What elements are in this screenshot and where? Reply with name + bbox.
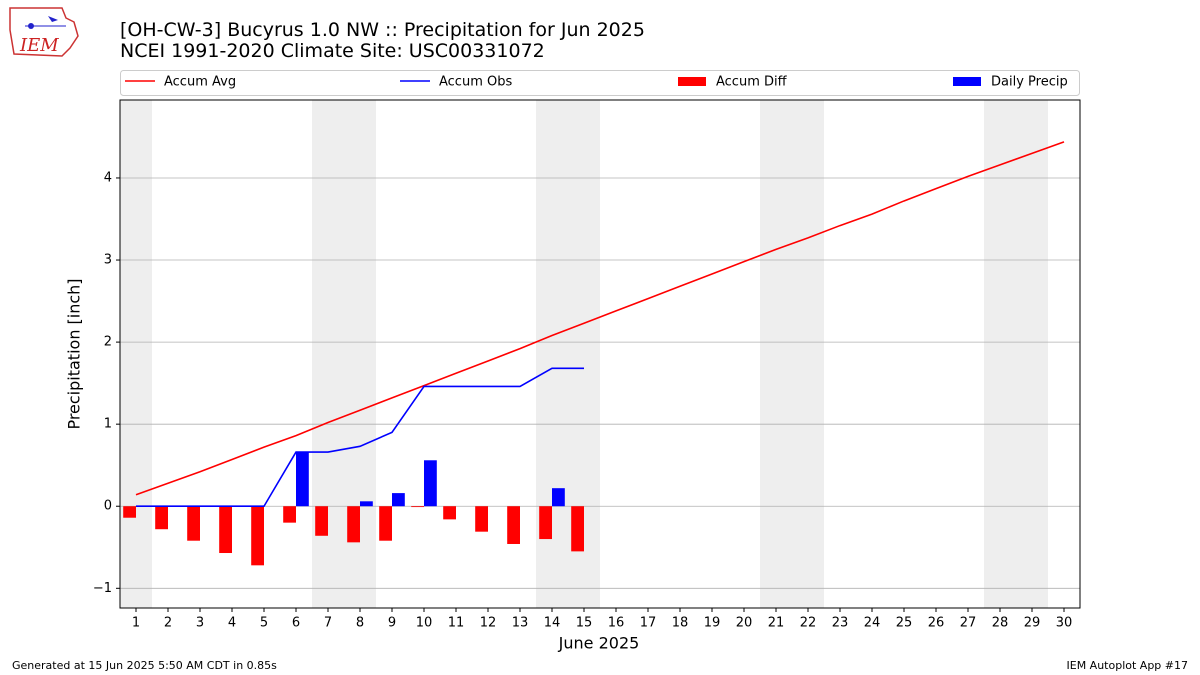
chart-subtitle: NCEI 1991-2020 Climate Site: USC00331072 <box>120 40 545 62</box>
legend-label: Daily Precip <box>991 75 1068 90</box>
x-tick-label: 25 <box>896 616 913 631</box>
bar <box>411 506 424 508</box>
bar <box>552 488 565 507</box>
y-tick-label: −1 <box>93 581 112 596</box>
x-tick-label: 11 <box>448 616 465 631</box>
weekend-band <box>760 100 824 608</box>
x-tick-label: 8 <box>356 616 364 631</box>
x-tick-label: 26 <box>928 616 945 631</box>
weekend-band <box>120 100 152 608</box>
bar <box>571 506 584 552</box>
legend-label: Accum Avg <box>164 75 236 90</box>
x-tick-label: 22 <box>800 616 817 631</box>
x-tick-label: 23 <box>832 616 849 631</box>
footer-left: Generated at 15 Jun 2025 5:50 AM CDT in … <box>12 659 277 672</box>
bar <box>315 506 328 536</box>
x-axis-label: June 2025 <box>558 634 640 653</box>
legend <box>120 70 1080 96</box>
y-axis-label: Precipitation [inch] <box>65 278 84 429</box>
bar <box>539 506 552 540</box>
bar <box>475 506 488 532</box>
bar <box>155 506 168 530</box>
x-tick-label: 24 <box>864 616 881 631</box>
y-tick-label: 4 <box>104 170 112 185</box>
x-tick-label: 10 <box>416 616 433 631</box>
x-tick-label: 20 <box>736 616 753 631</box>
bar <box>219 506 232 554</box>
bar <box>187 506 200 541</box>
y-tick-label: 3 <box>104 253 112 268</box>
weekend-band <box>984 100 1048 608</box>
logo-text: IEM <box>19 35 59 56</box>
x-tick-label: 28 <box>992 616 1009 631</box>
x-tick-label: 15 <box>576 616 593 631</box>
bar <box>392 493 405 507</box>
x-tick-label: 4 <box>228 616 236 631</box>
x-tick-label: 6 <box>292 616 300 631</box>
x-tick-label: 16 <box>608 616 625 631</box>
bar <box>283 506 296 523</box>
footer-right: IEM Autoplot App #17 <box>1067 659 1189 672</box>
bar <box>360 501 373 507</box>
legend-swatch <box>678 77 706 86</box>
line <box>135 141 1065 496</box>
legend-label: Accum Obs <box>439 75 512 90</box>
x-tick-label: 19 <box>704 616 721 631</box>
bar <box>123 506 136 518</box>
x-tick-label: 7 <box>324 616 332 631</box>
chart-title: [OH-CW-3] Bucyrus 1.0 NW :: Precipitatio… <box>120 19 645 41</box>
bar <box>443 506 456 520</box>
x-tick-label: 29 <box>1024 616 1041 631</box>
x-tick-label: 5 <box>260 616 268 631</box>
y-tick-label: 2 <box>104 335 112 350</box>
y-tick-label: 0 <box>104 499 112 514</box>
x-tick-label: 27 <box>960 616 977 631</box>
x-tick-label: 21 <box>768 616 785 631</box>
bar <box>424 460 437 507</box>
logo: IEM <box>9 7 79 57</box>
x-tick-label: 18 <box>672 616 689 631</box>
x-tick-label: 12 <box>480 616 497 631</box>
bar <box>347 506 360 543</box>
bar <box>507 506 520 544</box>
plot-frame <box>119 99 1081 609</box>
x-tick-label: 3 <box>196 616 204 631</box>
bar <box>296 452 309 507</box>
line <box>136 367 584 508</box>
x-tick-label: 2 <box>164 616 172 631</box>
x-tick-label: 1 <box>132 616 140 631</box>
bar <box>251 506 264 566</box>
bar <box>379 506 392 541</box>
legend-label: Accum Diff <box>716 75 788 90</box>
y-tick-label: 1 <box>104 417 112 432</box>
x-tick-label: 30 <box>1056 616 1073 631</box>
x-tick-label: 17 <box>640 616 657 631</box>
x-tick-label: 9 <box>388 616 396 631</box>
legend-swatch <box>953 77 981 86</box>
x-tick-label: 13 <box>512 616 529 631</box>
x-tick-label: 14 <box>544 616 561 631</box>
